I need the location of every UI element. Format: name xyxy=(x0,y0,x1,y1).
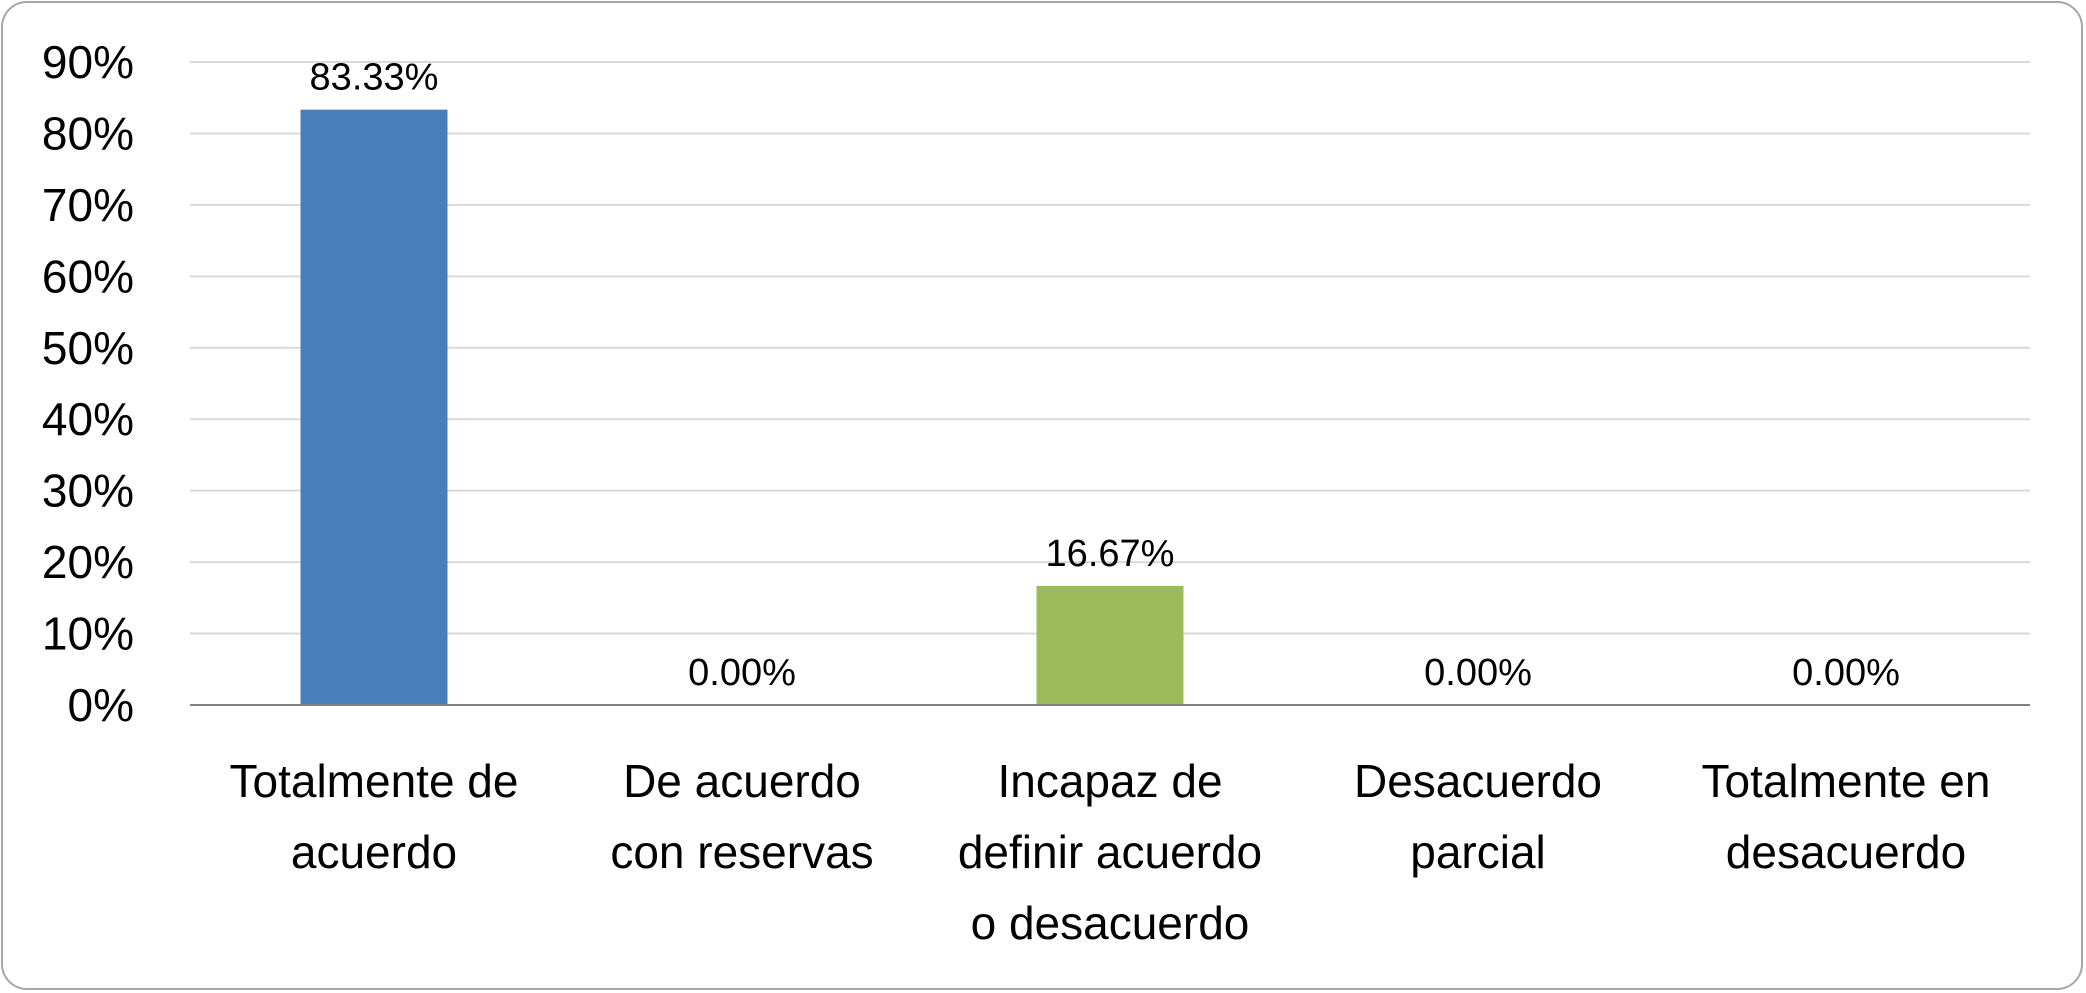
bars xyxy=(300,109,1184,705)
y-tick-label: 30% xyxy=(42,465,134,517)
x-category-label: acuerdo xyxy=(291,826,457,878)
y-tick-label: 60% xyxy=(42,250,134,302)
x-category-label: Desacuerdo xyxy=(1354,755,1602,807)
data-label: 16.67% xyxy=(1046,533,1175,575)
bar xyxy=(300,109,448,705)
gridlines xyxy=(190,61,2030,635)
y-tick-label: 90% xyxy=(42,36,134,88)
bar xyxy=(1036,585,1184,705)
y-tick-label: 70% xyxy=(42,179,134,231)
y-tick-label: 80% xyxy=(42,107,134,159)
data-label: 0.00% xyxy=(688,652,796,694)
x-category-label: De acuerdo xyxy=(623,755,861,807)
data-label: 83.33% xyxy=(310,57,439,99)
x-category-label: definir acuerdo xyxy=(958,826,1262,878)
y-tick-label: 20% xyxy=(42,536,134,588)
x-category-label: con reservas xyxy=(610,826,873,878)
data-labels: 83.33% 0.00% 16.67% 0.00% 0.00% xyxy=(310,57,1900,694)
y-tick-label: 0% xyxy=(68,679,134,731)
x-category-label: Incapaz de xyxy=(997,755,1222,807)
x-category-labels: Totalmente de acuerdo De acuerdo con reserv… xyxy=(230,755,1991,949)
y-tick-labels: 0% 10% 20% 30% 40% 50% 60% 70% 80% 90% xyxy=(42,36,134,731)
data-label: 0.00% xyxy=(1424,652,1532,694)
x-category-label: Totalmente de xyxy=(230,755,519,807)
y-tick-label: 40% xyxy=(42,393,134,445)
x-category-label: parcial xyxy=(1410,826,1546,878)
x-category-label: o desacuerdo xyxy=(971,897,1250,949)
y-tick-label: 50% xyxy=(42,322,134,374)
data-label: 0.00% xyxy=(1792,652,1900,694)
x-category-label: desacuerdo xyxy=(1726,826,1966,878)
y-tick-label: 10% xyxy=(42,608,134,660)
x-category-label: Totalmente en xyxy=(1702,755,1991,807)
